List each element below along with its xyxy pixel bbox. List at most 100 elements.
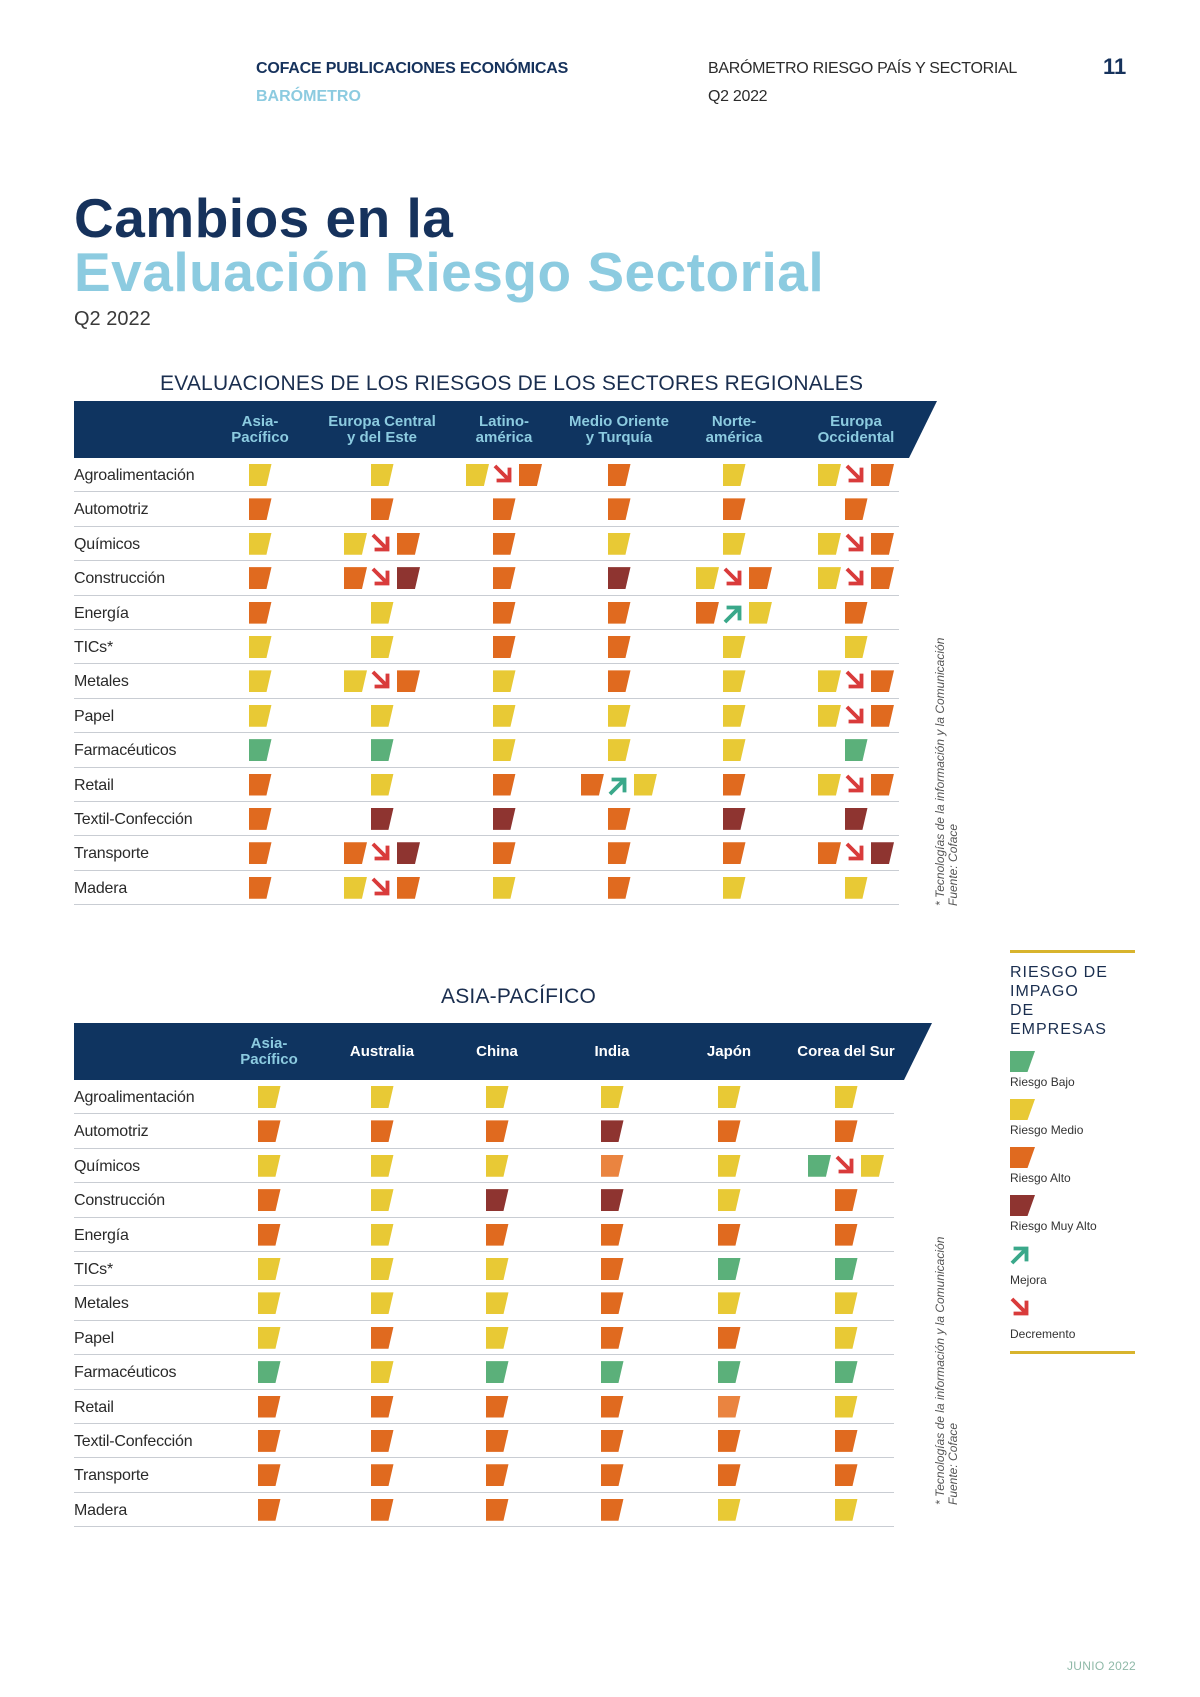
risk-medio-marker (485, 1086, 509, 1108)
risk-cell (674, 836, 794, 870)
table-row: Energía (74, 1218, 894, 1252)
risk-cell (552, 1286, 672, 1320)
decrement-arrow-icon (1010, 1297, 1029, 1316)
table-row: Automotriz (74, 1114, 894, 1149)
risk-medio-marker (717, 1292, 741, 1315)
risk-medio-marker (722, 532, 746, 555)
risk-medio-marker (722, 670, 746, 693)
risk-medio-marker (600, 1086, 624, 1108)
risk-alto-marker (485, 1429, 509, 1452)
sector-label: Retail (74, 1398, 114, 1416)
sector-label: Transporte (74, 845, 149, 863)
decrement-arrow-icon (845, 842, 864, 861)
source-text: Fuente: Coface (946, 1422, 960, 1505)
risk-alto-marker (600, 1223, 624, 1246)
column-header: Europa Occidental (817, 412, 895, 446)
footer-date: JUNIO 2022 (1067, 1659, 1137, 1673)
risk-alto-marker (370, 1429, 394, 1452)
table-row: Madera (74, 1493, 894, 1528)
risk-medio-marker (722, 876, 746, 899)
risk-alto-marker (749, 567, 772, 590)
risk-medio-marker (492, 670, 516, 693)
risk-cell (322, 596, 442, 630)
risk-alto-marker (871, 670, 894, 693)
risk-medio-marker (370, 601, 394, 624)
risk-alto-marker (344, 842, 367, 865)
risk-alto-light-marker (717, 1395, 741, 1418)
risk-medio-marker (370, 1223, 394, 1246)
risk-cell (786, 1252, 906, 1286)
risk-cell (559, 768, 679, 802)
risk-alto-marker (834, 1429, 858, 1452)
risk-medio-marker (485, 1154, 509, 1177)
risk-alto-marker (370, 1395, 394, 1418)
risk-cell (322, 664, 442, 698)
decrement-arrow-icon (845, 464, 864, 483)
risk-alto-marker (370, 1464, 394, 1487)
risk-medio-marker (370, 464, 394, 486)
risk-cell (200, 561, 320, 595)
risk-cell (552, 1252, 672, 1286)
header-background (74, 1023, 932, 1080)
risk-cell (796, 561, 916, 595)
risk-medio-marker (370, 704, 394, 727)
risk-alto-marker (818, 842, 841, 865)
decrement-arrow-icon (371, 670, 390, 689)
risk-cell (200, 802, 320, 836)
risk-cell (669, 1114, 789, 1148)
risk-medio-marker (370, 773, 394, 796)
risk-alto-marker (607, 464, 631, 486)
risk-alto-marker (370, 498, 394, 521)
risk-cell (559, 699, 679, 733)
table-row: Automotriz (74, 492, 899, 527)
table-row: Metales (74, 1286, 894, 1321)
risk-medio-marker (834, 1395, 858, 1418)
risk-alto-marker (492, 567, 516, 590)
risk-cell (200, 699, 320, 733)
risk-cell (209, 1149, 329, 1183)
risk-cell (444, 492, 564, 526)
page-title-line2: Evaluación Riesgo Sectorial (74, 241, 825, 303)
table1-title: EVALUACIONES DE LOS RIESGOS DE LOS SECTO… (160, 372, 864, 395)
risk-alto-marker (257, 1223, 281, 1246)
risk-medio-marker (818, 532, 841, 555)
risk-medio-marker (844, 635, 868, 658)
risk-cell (786, 1080, 906, 1114)
table-row: Farmacéuticos (74, 733, 899, 768)
risk-bajo-marker (834, 1361, 858, 1384)
risk-medio-marker (344, 876, 367, 899)
risk-cell (674, 664, 794, 698)
risk-alto-marker (834, 1464, 858, 1487)
risk-alto-marker (607, 807, 631, 830)
risk-cell (796, 492, 916, 526)
risk-cell (444, 699, 564, 733)
table-row: Textil-Confección (74, 1424, 894, 1459)
risk-bajo-swatch (1010, 1051, 1035, 1072)
risk-cell (552, 1114, 672, 1148)
risk-cell (209, 1493, 329, 1527)
decrement-arrow-icon (845, 670, 864, 689)
risk-medio-marker (818, 773, 841, 796)
decrement-arrow-icon (835, 1155, 854, 1174)
risk-cell (322, 492, 442, 526)
column-header: Europa Central y del Este (328, 412, 436, 446)
risk-medio-marker (717, 1498, 741, 1521)
table-row: TICs* (74, 630, 899, 665)
risk-medio-marker (370, 1154, 394, 1177)
risk-cell (669, 1218, 789, 1252)
sector-label: Agroalimentación (74, 1089, 195, 1106)
decrement-arrow-icon (845, 567, 864, 586)
risk-alto-marker (492, 532, 516, 555)
decrement-arrow-icon (371, 842, 390, 861)
risk-cell (552, 1321, 672, 1355)
risk-alto-marker (607, 601, 631, 624)
risk-cell (322, 1390, 442, 1424)
risk-cell (674, 630, 794, 664)
risk-medio-marker (370, 1257, 394, 1280)
risk-cell (209, 1183, 329, 1217)
risk-cell (786, 1183, 906, 1217)
risk-cell (669, 1390, 789, 1424)
legend-item-muy-alto: Riesgo Muy Alto (1010, 1195, 1135, 1233)
column-header: Medio Oriente y Turquía (568, 412, 669, 446)
risk-medio-marker (818, 670, 841, 693)
